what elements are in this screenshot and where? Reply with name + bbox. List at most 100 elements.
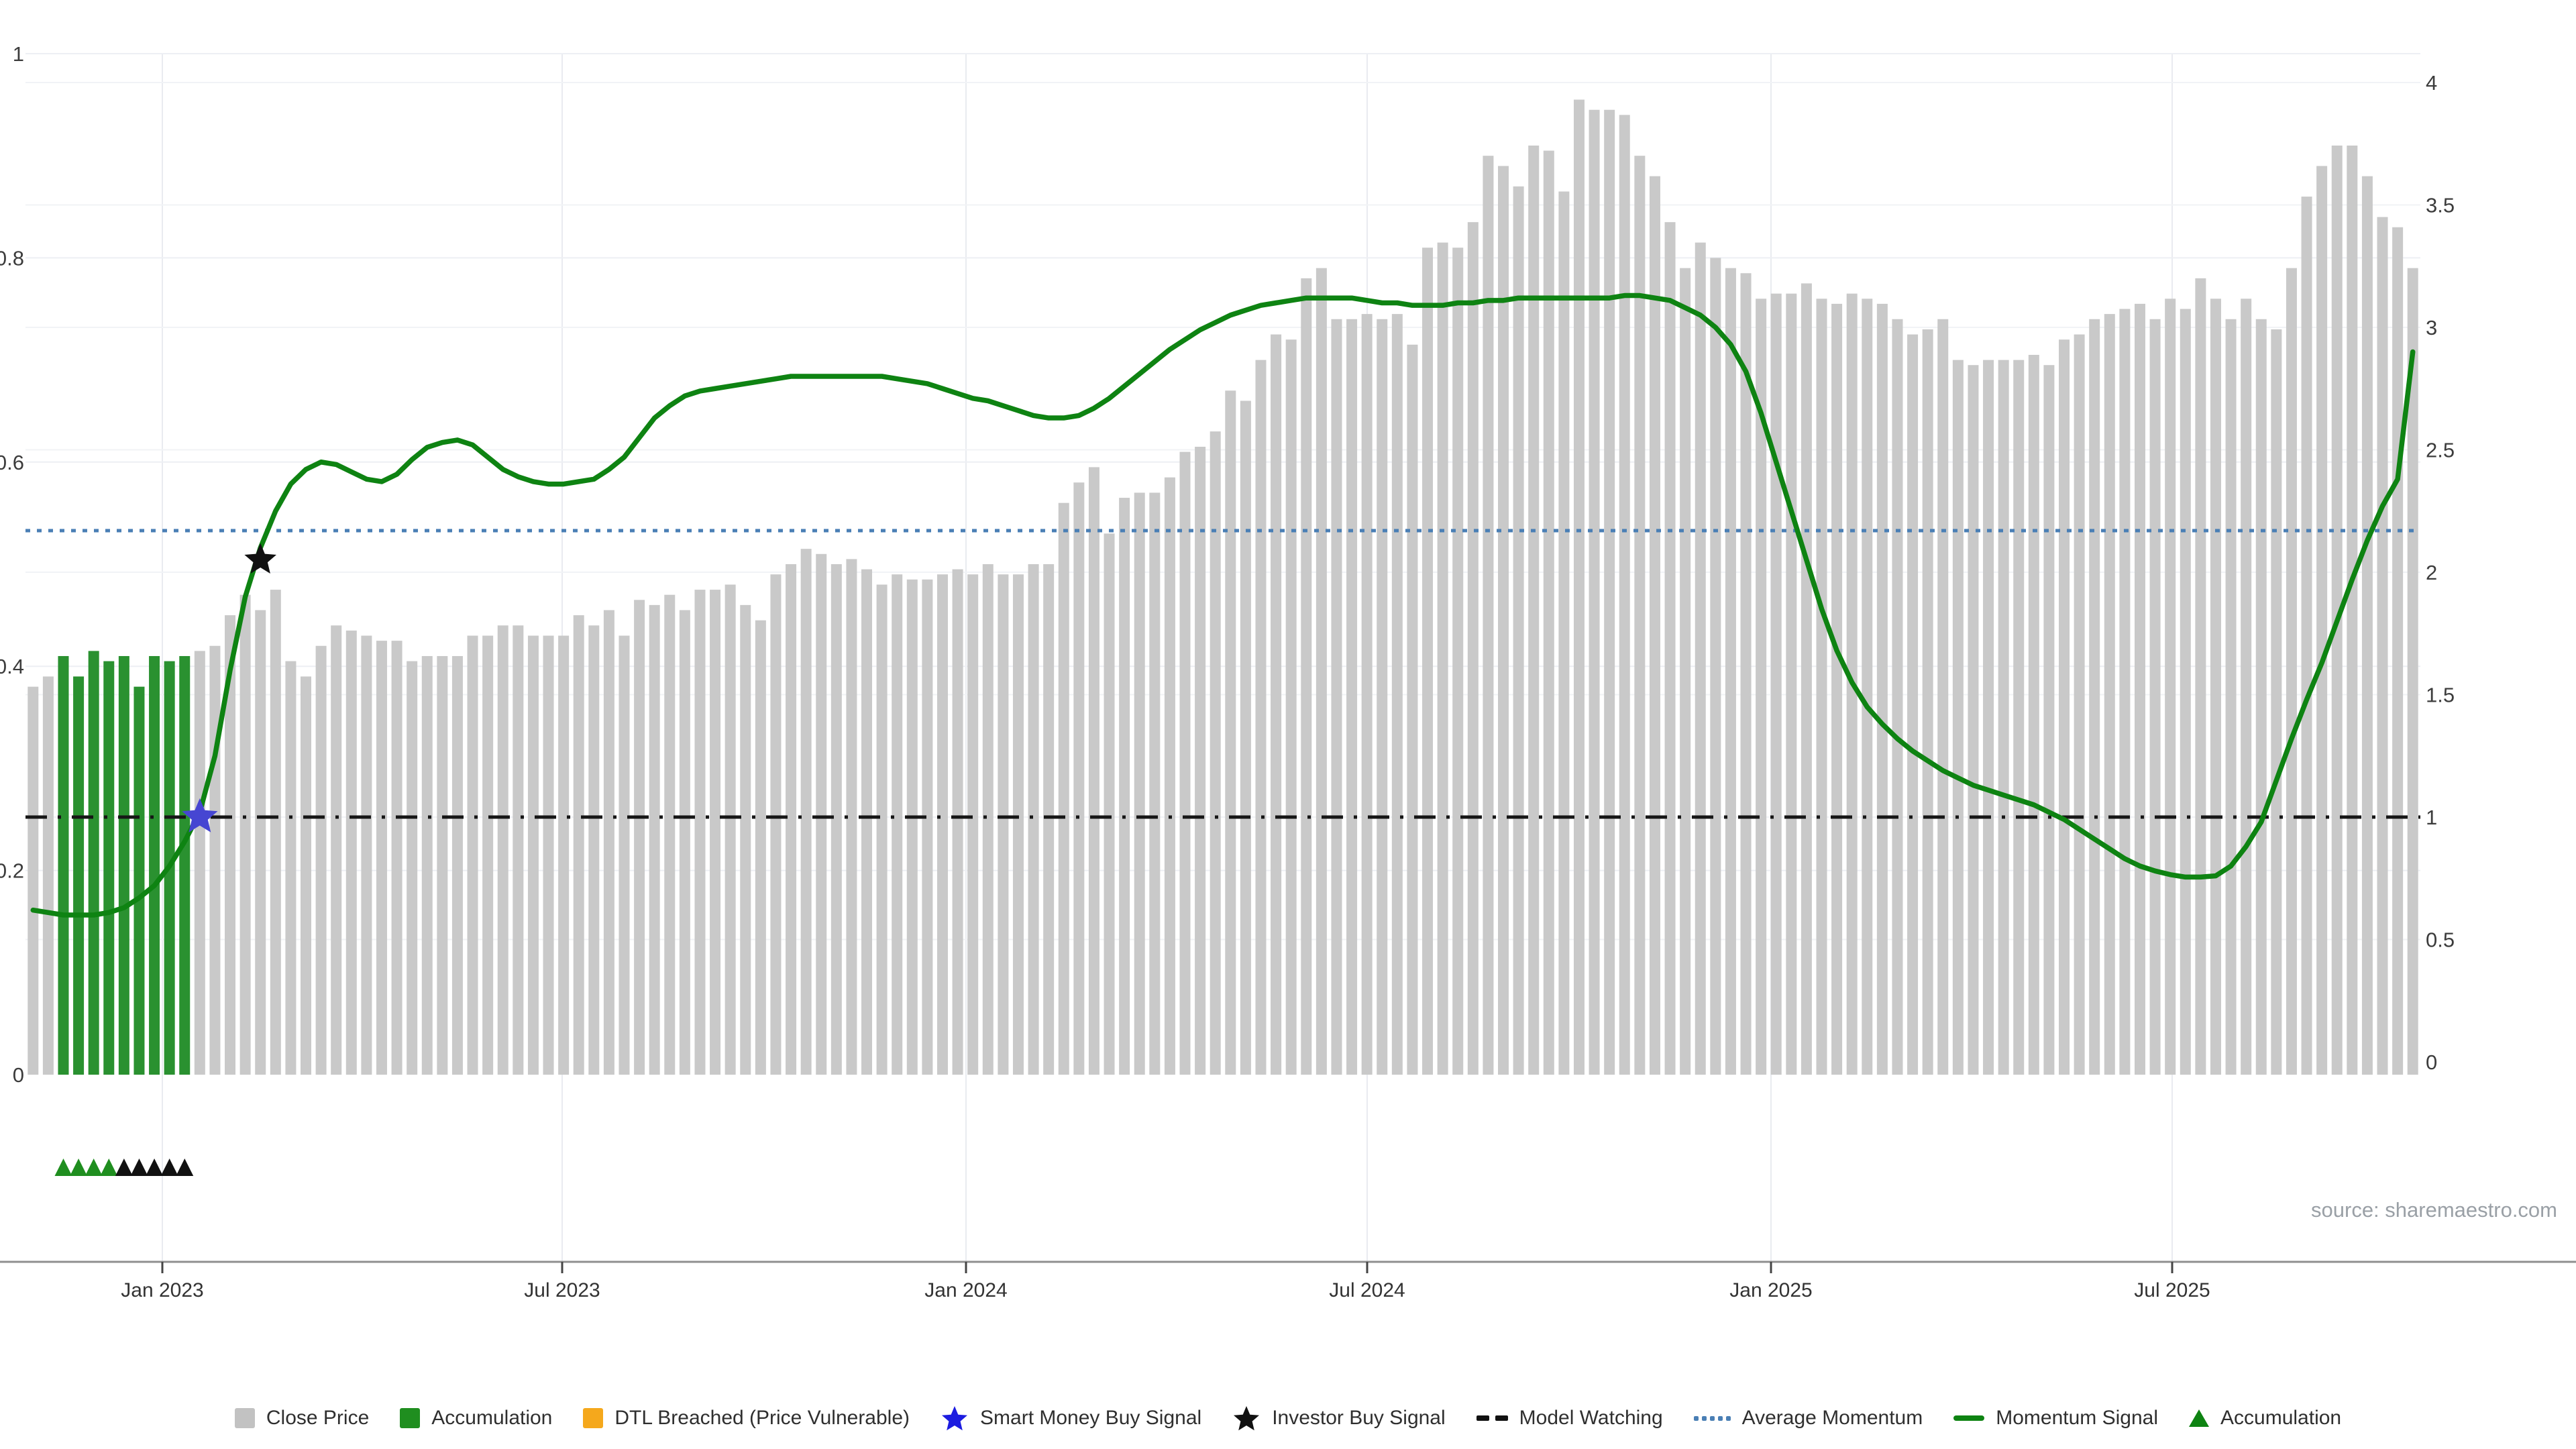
- close-price-bar: [209, 645, 221, 1075]
- close-price-bar: [1285, 339, 1297, 1075]
- close-price-bar: [770, 574, 782, 1075]
- close-price-bar: [1467, 222, 1479, 1075]
- legend-item-average-momentum[interactable]: Average Momentum: [1693, 1407, 1923, 1430]
- close-price-bar: [1331, 319, 1342, 1075]
- close-price-bar: [421, 655, 433, 1075]
- accumulation-marker-swatch-icon: [2189, 1409, 2210, 1427]
- smart-money-buy-star: [182, 798, 218, 833]
- close-price-bar: [1922, 329, 1933, 1075]
- close-price-bar: [936, 574, 948, 1075]
- legend-item-accumulation[interactable]: Accumulation: [400, 1407, 552, 1430]
- close-price-bar: [1619, 115, 1630, 1075]
- close-price-bar: [1513, 186, 1524, 1075]
- accumulation-triangle: [54, 1159, 72, 1176]
- close-price-bar: [1498, 166, 1509, 1075]
- accumulation-triangle: [85, 1159, 103, 1176]
- close-price-bar: [558, 635, 570, 1075]
- legend-item-momentum-signal[interactable]: Momentum Signal: [1953, 1407, 2158, 1430]
- close-price-bar: [740, 604, 751, 1075]
- close-price-bar: [755, 620, 766, 1075]
- momentum-signal-swatch-icon: [1953, 1415, 1985, 1421]
- smart-money-buy-swatch-icon: [942, 1406, 968, 1431]
- close-price-bar: [892, 574, 903, 1075]
- x-axis-label: Jan 2023: [121, 1279, 203, 1301]
- left-axis-label: 0.8: [0, 246, 24, 270]
- close-price-bar: [2347, 145, 2358, 1075]
- close-price-bar: [922, 579, 933, 1075]
- close-price-bar: [1725, 268, 1736, 1075]
- close-price-bar: [1907, 334, 1919, 1075]
- close-price-bar: [603, 610, 614, 1075]
- close-price-bar: [407, 661, 418, 1075]
- x-axis-label: Jul 2024: [1329, 1279, 1405, 1301]
- legend-label: Smart Money Buy Signal: [980, 1407, 1202, 1429]
- close-price-bar: [2301, 197, 2312, 1075]
- close-price-bar: [1179, 451, 1191, 1075]
- legend-item-investor-buy[interactable]: Investor Buy Signal: [1232, 1404, 1446, 1432]
- close-price-bar: [1786, 293, 1797, 1075]
- close-price-bar: [2392, 227, 2404, 1075]
- close-price-bar: [1558, 191, 1570, 1075]
- legend-label: Investor Buy Signal: [1272, 1407, 1446, 1429]
- close-price-bar: [816, 553, 827, 1075]
- close-price-bar: [1149, 492, 1161, 1075]
- close-price-bar: [1422, 248, 1434, 1075]
- average-momentum-swatch-icon: [1693, 1415, 1731, 1421]
- close-price-bar: [1604, 109, 1615, 1075]
- momentum-signal-line: [30, 292, 2416, 918]
- legend-item-close-price[interactable]: Close Price: [234, 1407, 369, 1430]
- legend-label: Average Momentum: [1741, 1407, 1923, 1429]
- left-axis-label: 0: [13, 1063, 24, 1087]
- accumulation-triangle: [115, 1159, 133, 1176]
- legend-label: Accumulation: [2220, 1407, 2342, 1429]
- close-price-bar: [527, 635, 539, 1075]
- close-price-bar: [239, 594, 251, 1075]
- close-price-bar: [513, 625, 524, 1075]
- close-price-bar: [1680, 268, 1691, 1075]
- close-price-bar: [1816, 299, 1827, 1075]
- close-price-bar: [2210, 299, 2221, 1075]
- close-price-bar: [1634, 156, 1646, 1075]
- left-axis-label: 1: [13, 42, 24, 66]
- close-price-bar: [2255, 319, 2267, 1075]
- close-price-bar: [1983, 360, 1994, 1075]
- right-axis-label: 0.5: [2426, 928, 2455, 952]
- close-price-bar: [2286, 268, 2297, 1075]
- accumulation-bar: [133, 686, 145, 1075]
- close-price-bar: [1998, 360, 2009, 1075]
- close-price-bar: [1831, 303, 1843, 1075]
- legend-item-smart-money-buy[interactable]: Smart Money Buy Signal: [941, 1404, 1201, 1432]
- close-price-bar: [2074, 334, 2085, 1075]
- accumulation-triangle: [160, 1159, 178, 1176]
- close-price-bar: [830, 564, 842, 1075]
- close-price-bar: [467, 635, 478, 1075]
- accumulation-bar: [103, 661, 115, 1075]
- close-price-bar: [1589, 109, 1600, 1075]
- close-price-bar: [1377, 319, 1388, 1075]
- close-price-bar: [573, 615, 584, 1075]
- legend-item-accumulation-marker[interactable]: Accumulation: [2189, 1407, 2341, 1430]
- close-price-bar: [2028, 354, 2039, 1075]
- close-price-bar: [1028, 564, 1039, 1075]
- x-axis-label: Jan 2025: [1729, 1279, 1812, 1301]
- model-watching-swatch-icon: [1476, 1415, 1508, 1421]
- close-price-bar: [861, 569, 873, 1075]
- close-price-bar: [2271, 329, 2282, 1075]
- close-price-bar: [679, 610, 690, 1075]
- close-price-bar: [2407, 268, 2418, 1075]
- legend-item-dtl-breached[interactable]: DTL Breached (Price Vulnerable): [583, 1407, 910, 1430]
- close-price-bar: [1437, 242, 1448, 1075]
- close-price-bar: [1937, 319, 1949, 1075]
- left-axis-label: 0.2: [0, 859, 24, 883]
- close-price-bar: [1483, 156, 1494, 1075]
- close-price-bar: [1952, 360, 1964, 1075]
- close-price-bar: [1876, 303, 1888, 1075]
- legend-label: DTL Breached (Price Vulnerable): [614, 1407, 910, 1429]
- close-price-bar: [331, 625, 342, 1075]
- close-price-bar: [1346, 319, 1358, 1075]
- accumulation-triangle: [146, 1159, 164, 1176]
- close-price-bar: [724, 584, 736, 1075]
- legend-item-model-watching[interactable]: Model Watching: [1476, 1407, 1663, 1430]
- close-price-bar: [270, 590, 281, 1075]
